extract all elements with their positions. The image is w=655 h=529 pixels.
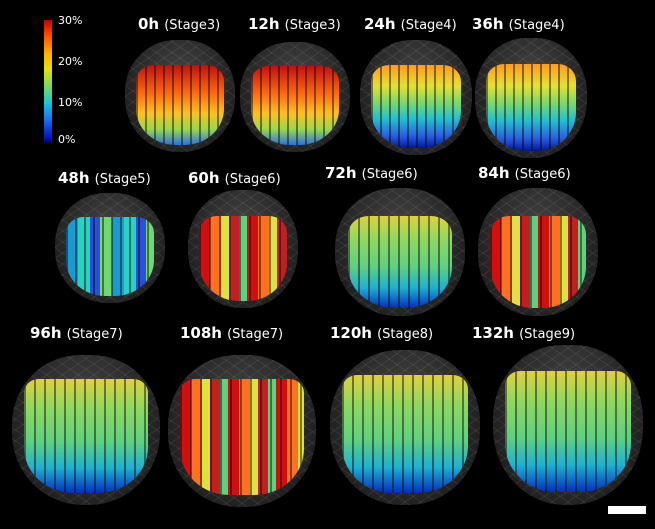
embryo-image-96h [12, 355, 160, 505]
embryo-image-132h [493, 345, 643, 505]
scale-bar [608, 506, 646, 514]
embryo-image-84h [478, 188, 598, 316]
time-label: 132h [472, 324, 514, 342]
colorbar-tick-20: 20% [58, 55, 83, 68]
time-label: 0h [138, 15, 160, 33]
stage-label: (Stage3) [164, 18, 221, 33]
cell-segmentation [199, 215, 287, 301]
embryo-image-108h [168, 355, 316, 507]
colorbar-tick-30: 30% [58, 14, 83, 27]
cell-segmentation [486, 64, 576, 151]
stage-label: (Stage8) [377, 327, 434, 342]
stage-label: (Stage4) [400, 18, 457, 33]
embryo-image-36h [475, 38, 587, 158]
time-label: 48h [58, 169, 90, 187]
stage-label: (Stage6) [224, 172, 281, 187]
stage-label: (Stage5) [94, 172, 151, 187]
time-label: 24h [364, 15, 396, 33]
embryo-image-72h [335, 188, 465, 316]
stage-label: (Stage3) [284, 18, 341, 33]
time-label: 12h [248, 15, 280, 33]
embryo-image-12h [240, 42, 350, 152]
stage-label: (Stage6) [514, 167, 571, 182]
cell-segmentation [136, 64, 224, 146]
embryo-image-24h [360, 40, 472, 155]
time-label: 60h [188, 169, 220, 187]
panel-label-120h: 120h (Stage8) [330, 323, 433, 342]
cell-segmentation [490, 216, 586, 309]
cell-segmentation [179, 379, 305, 495]
panel-label-108h: 108h (Stage7) [180, 323, 283, 342]
cell-segmentation [505, 370, 631, 493]
cell-segmentation [348, 216, 452, 309]
colorbar-tick-0: 0% [58, 133, 76, 146]
panel-label-24h: 24h (Stage4) [364, 14, 457, 33]
cell-segmentation [342, 374, 468, 493]
cell-segmentation [371, 65, 461, 149]
panel-label-96h: 96h (Stage7) [30, 323, 123, 342]
panel-label-0h: 0h (Stage3) [138, 14, 220, 33]
panel-label-48h: 48h (Stage5) [58, 168, 151, 187]
time-label: 36h [472, 15, 504, 33]
panel-label-72h: 72h (Stage6) [325, 163, 418, 182]
stage-label: (Stage7) [66, 327, 123, 342]
time-label: 108h [180, 324, 222, 342]
panel-label-84h: 84h (Stage6) [478, 163, 571, 182]
embryo-image-120h [330, 350, 480, 505]
cell-segmentation [251, 66, 339, 146]
time-label: 96h [30, 324, 62, 342]
cell-segmentation [23, 379, 149, 493]
stage-label: (Stage4) [508, 18, 565, 33]
embryo-image-0h [125, 40, 235, 152]
panel-label-132h: 132h (Stage9) [472, 323, 575, 342]
embryo-image-48h [55, 193, 165, 303]
colorbar [44, 20, 52, 142]
stage-label: (Stage7) [227, 327, 284, 342]
panel-label-60h: 60h (Stage6) [188, 168, 281, 187]
time-label: 84h [478, 164, 510, 182]
panel-label-12h: 12h (Stage3) [248, 14, 341, 33]
colorbar-tick-10: 10% [58, 96, 83, 109]
embryo-image-60h [188, 190, 298, 308]
time-label: 120h [330, 324, 372, 342]
panel-label-36h: 36h (Stage4) [472, 14, 565, 33]
stage-label: (Stage6) [361, 167, 418, 182]
time-label: 72h [325, 164, 357, 182]
cell-segmentation [66, 217, 154, 297]
stage-label: (Stage9) [519, 327, 576, 342]
